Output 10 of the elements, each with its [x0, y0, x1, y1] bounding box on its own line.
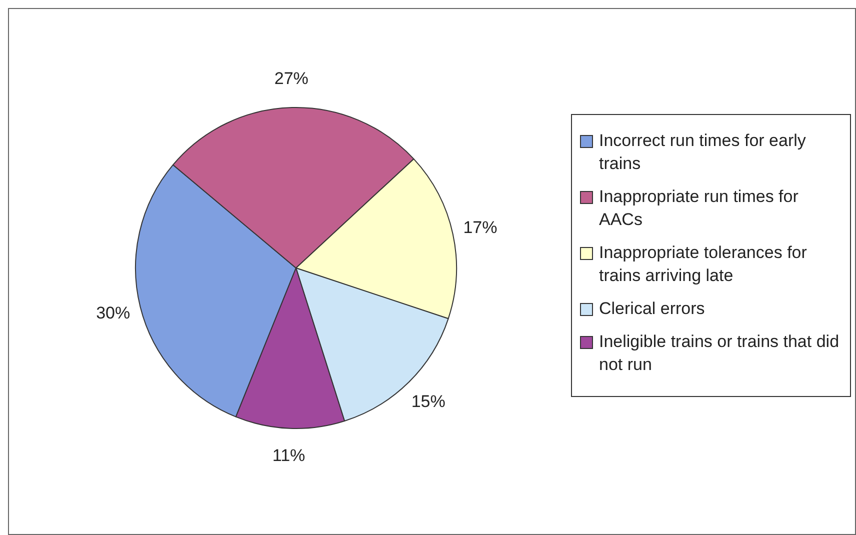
legend-label: Incorrect run times for early trains — [599, 130, 807, 175]
legend-label: Ineligible trains or trains that did not run — [599, 331, 840, 376]
data-label: 11% — [272, 446, 306, 466]
legend-label: Clerical errors — [599, 298, 705, 320]
data-label: 17% — [463, 218, 498, 237]
legend-label: Inappropriate tolerances for trains arriving late — [599, 242, 808, 287]
data-label: 15% — [411, 392, 446, 411]
data-label: 30% — [96, 303, 130, 322]
data-label: 27% — [274, 69, 308, 88]
legend-label: Inappropriate run times for AACs — [599, 186, 800, 231]
